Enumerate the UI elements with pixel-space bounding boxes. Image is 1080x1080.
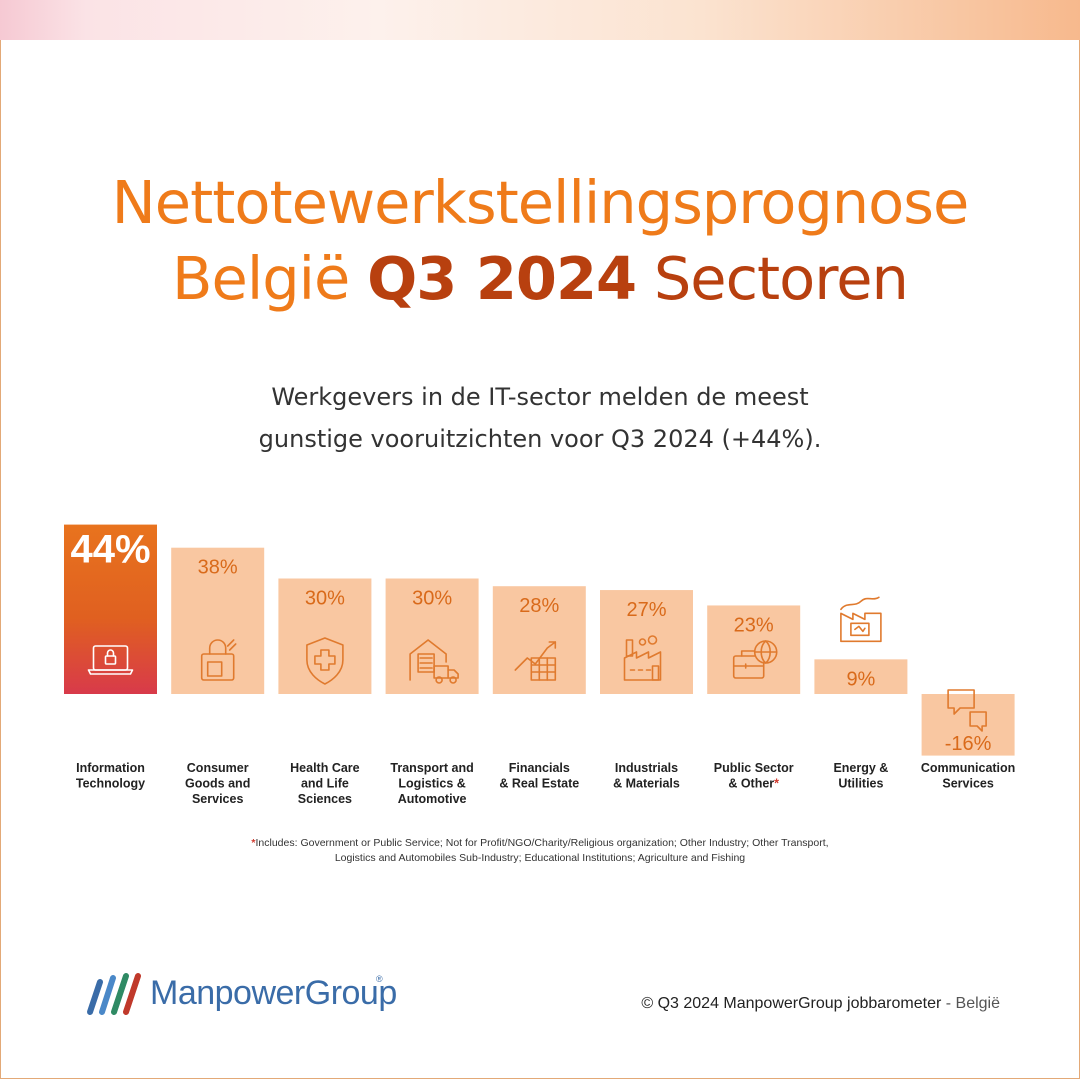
- bar-1: [64, 524, 157, 694]
- medical-shield-icon: [306, 637, 344, 685]
- shopping-bag-icon: [200, 639, 237, 681]
- logo-registered: ®: [376, 974, 383, 984]
- finance-chart-icon: [514, 641, 557, 681]
- logo-wordmark: ManpowerGroup: [150, 974, 397, 1012]
- bar-7: [707, 605, 801, 694]
- value-label-5: 28%: [519, 595, 559, 617]
- value-label-1: 44%: [70, 528, 150, 572]
- category-label-9: Communication Services: [921, 761, 1015, 791]
- logo-stripes-icon: [87, 973, 141, 1015]
- page-title-line2: België Q3 2024 Sectoren: [0, 243, 1080, 315]
- bar-3: [278, 578, 372, 694]
- bar-2: [171, 547, 265, 694]
- copyright-main: © Q3 2024 ManpowerGroup jobbarometer: [641, 995, 942, 1012]
- category-label-3: Health Care and Life Sciences: [290, 761, 360, 806]
- value-label-7: 23%: [734, 614, 774, 636]
- footnote: *Includes: Government or Public Service;…: [230, 836, 850, 866]
- title-sectors: Sectoren: [653, 244, 909, 313]
- energy-plant-icon: [840, 596, 882, 643]
- value-label-4: 30%: [412, 588, 452, 610]
- value-label-2: 38%: [198, 557, 238, 579]
- value-label-3: 30%: [305, 588, 345, 610]
- copyright-country: - België: [941, 995, 1000, 1012]
- value-label-8: 9%: [846, 668, 875, 690]
- factory-icon: [623, 635, 662, 681]
- laptop-lock-icon: [87, 645, 134, 675]
- page-title-line1: Nettotewerkstellingsprognose: [111, 168, 970, 237]
- manpowergroup-logo: ManpowerGroup ®: [80, 970, 400, 1020]
- category-label-1: Information Technology: [76, 761, 145, 791]
- subtitle-line2: gunstige vooruitzichten voor Q3 2024 (+4…: [258, 425, 822, 453]
- category-label-5: Financials & Real Estate: [499, 761, 579, 791]
- title-country: België: [172, 244, 350, 313]
- bar-6: [600, 590, 693, 694]
- title-quarter: Q3 2024: [367, 244, 637, 313]
- category-label-7: Public Sector & Other*: [714, 761, 794, 791]
- chat-bubbles-icon: [947, 689, 987, 732]
- footnote-text: Includes: Government or Public Service; …: [255, 837, 829, 864]
- bar-8: [814, 659, 908, 694]
- footnote-star: *: [251, 837, 256, 849]
- category-label-2: Consumer Goods and Services: [185, 761, 250, 806]
- category-label-4: Transport and Logistics & Automotive: [390, 761, 473, 806]
- value-label-9: -16%: [945, 733, 992, 755]
- warehouse-truck-icon: [409, 639, 459, 684]
- briefcase-globe-icon: [732, 640, 778, 679]
- bar-4: [385, 578, 479, 694]
- top-gradient-band: [0, 0, 1080, 40]
- category-label-8: Energy & Utilities: [833, 761, 888, 791]
- subtitle-line1: Werkgevers in de IT-sector melden de mee…: [271, 383, 809, 411]
- copyright-notice: © Q3 2024 ManpowerGroup jobbarometer - B…: [641, 995, 1000, 1013]
- category-label-6: Industrials & Materials: [613, 761, 680, 791]
- value-label-6: 27%: [626, 599, 666, 621]
- bar-9: [921, 694, 1015, 756]
